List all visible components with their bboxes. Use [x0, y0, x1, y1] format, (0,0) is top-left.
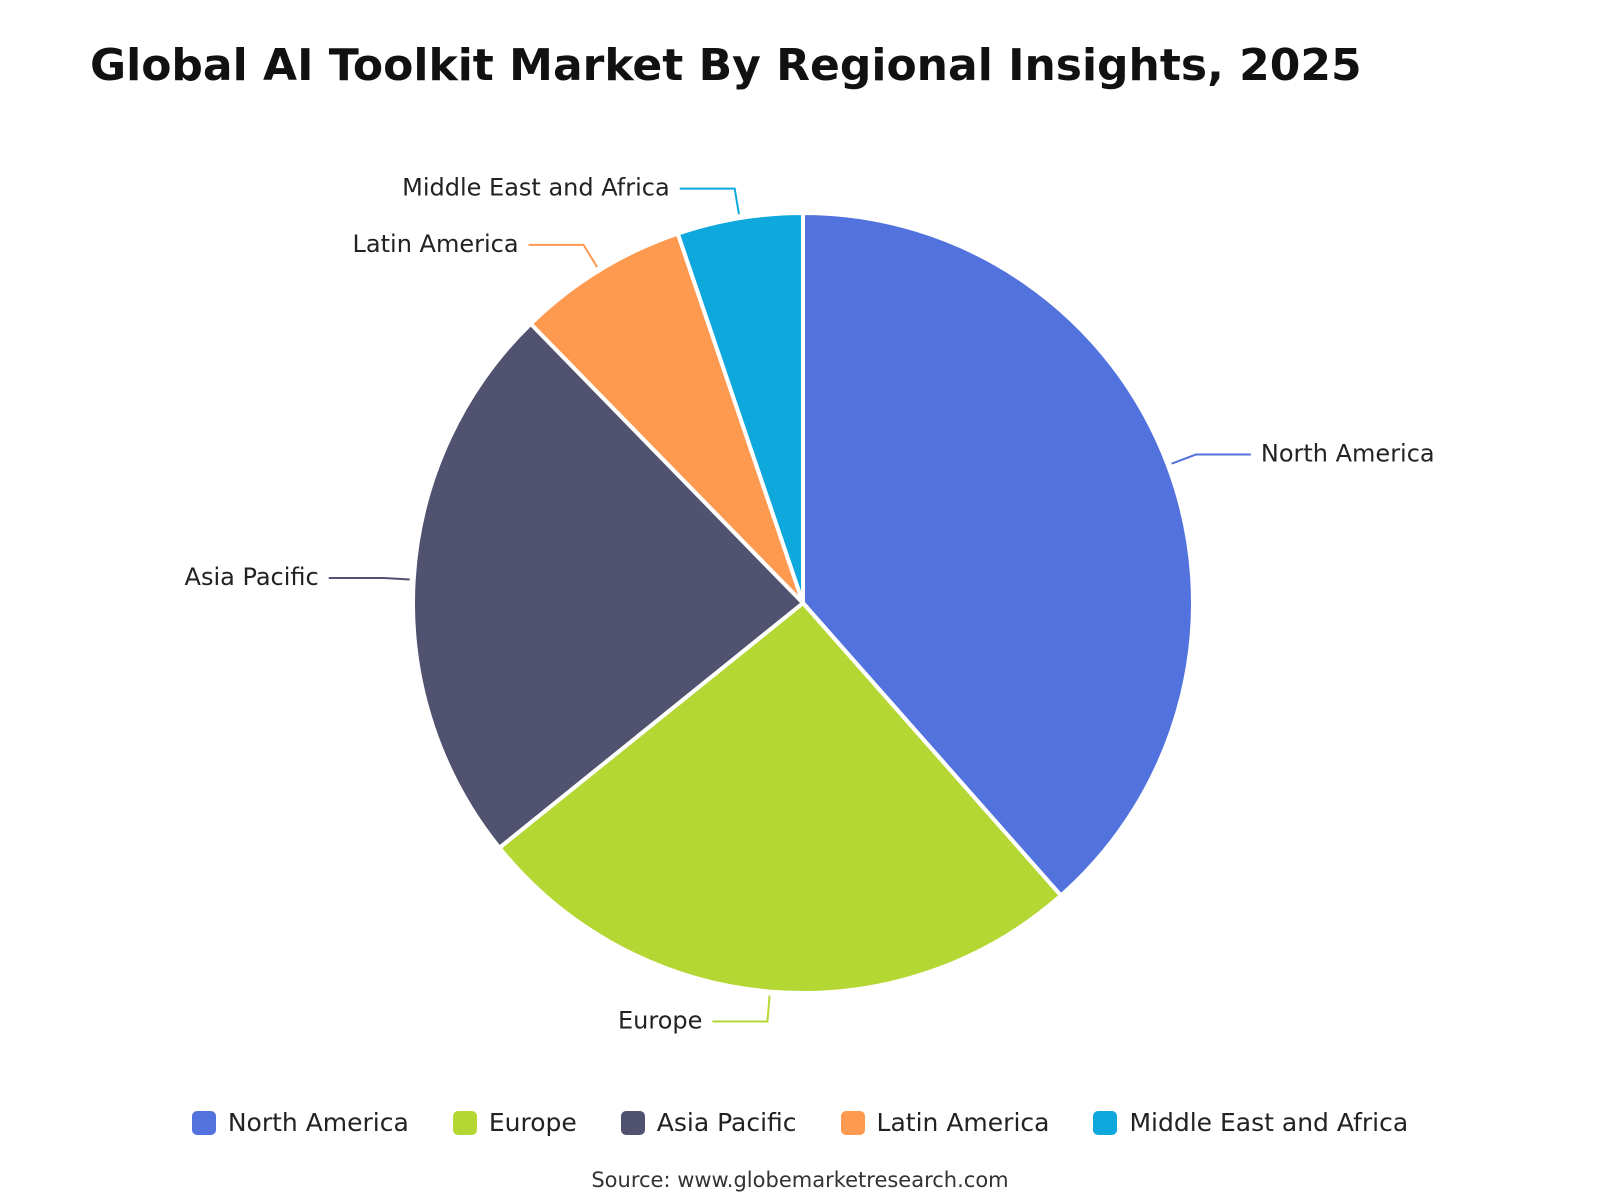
chart-title: Global AI Toolkit Market By Regional Ins…: [90, 40, 1362, 91]
legend-swatch: [191, 1110, 216, 1135]
legend-swatch: [840, 1110, 865, 1135]
slice-label: Middle East and Africa: [402, 174, 670, 202]
leader-line: [528, 243, 598, 268]
leader-line: [328, 576, 410, 581]
legend: North America Europe Asia Pacific Latin Ame…: [0, 1108, 1600, 1137]
source: Source: www.globemarketresearch.com: [591, 1168, 1009, 1192]
legend-label: Middle East and Africa: [1129, 1108, 1409, 1137]
slice-label: Latin America: [353, 230, 519, 258]
legend-label: Asia Pacific: [656, 1108, 797, 1137]
leader-line: [1171, 453, 1251, 465]
legend-item[interactable]: Middle East and Africa: [1093, 1108, 1408, 1137]
legend-label: North America: [227, 1108, 409, 1137]
slice-label: Asia Pacific: [185, 563, 319, 591]
legend-item[interactable]: Europe: [452, 1108, 577, 1137]
pie-slice: [801, 211, 1195, 898]
legend-label: Latin America: [876, 1108, 1050, 1137]
pie-slice: [497, 601, 1063, 995]
legend-item[interactable]: Latin America: [840, 1108, 1050, 1137]
legend-swatch: [452, 1110, 477, 1135]
leader-line: [712, 995, 771, 1023]
leader-line: [679, 187, 740, 215]
slice-label: North America: [1261, 440, 1435, 468]
legend-item[interactable]: Asia Pacific: [620, 1108, 797, 1137]
legend-item[interactable]: North America: [191, 1108, 409, 1137]
pie-slice: [528, 231, 805, 605]
legend-swatch: [1093, 1110, 1118, 1135]
pie-slice: [411, 321, 805, 850]
pie-slice: [675, 211, 805, 605]
slice-label: Europe: [618, 1006, 702, 1034]
legend-label: Europe: [488, 1108, 577, 1137]
legend-swatch: [620, 1110, 645, 1135]
